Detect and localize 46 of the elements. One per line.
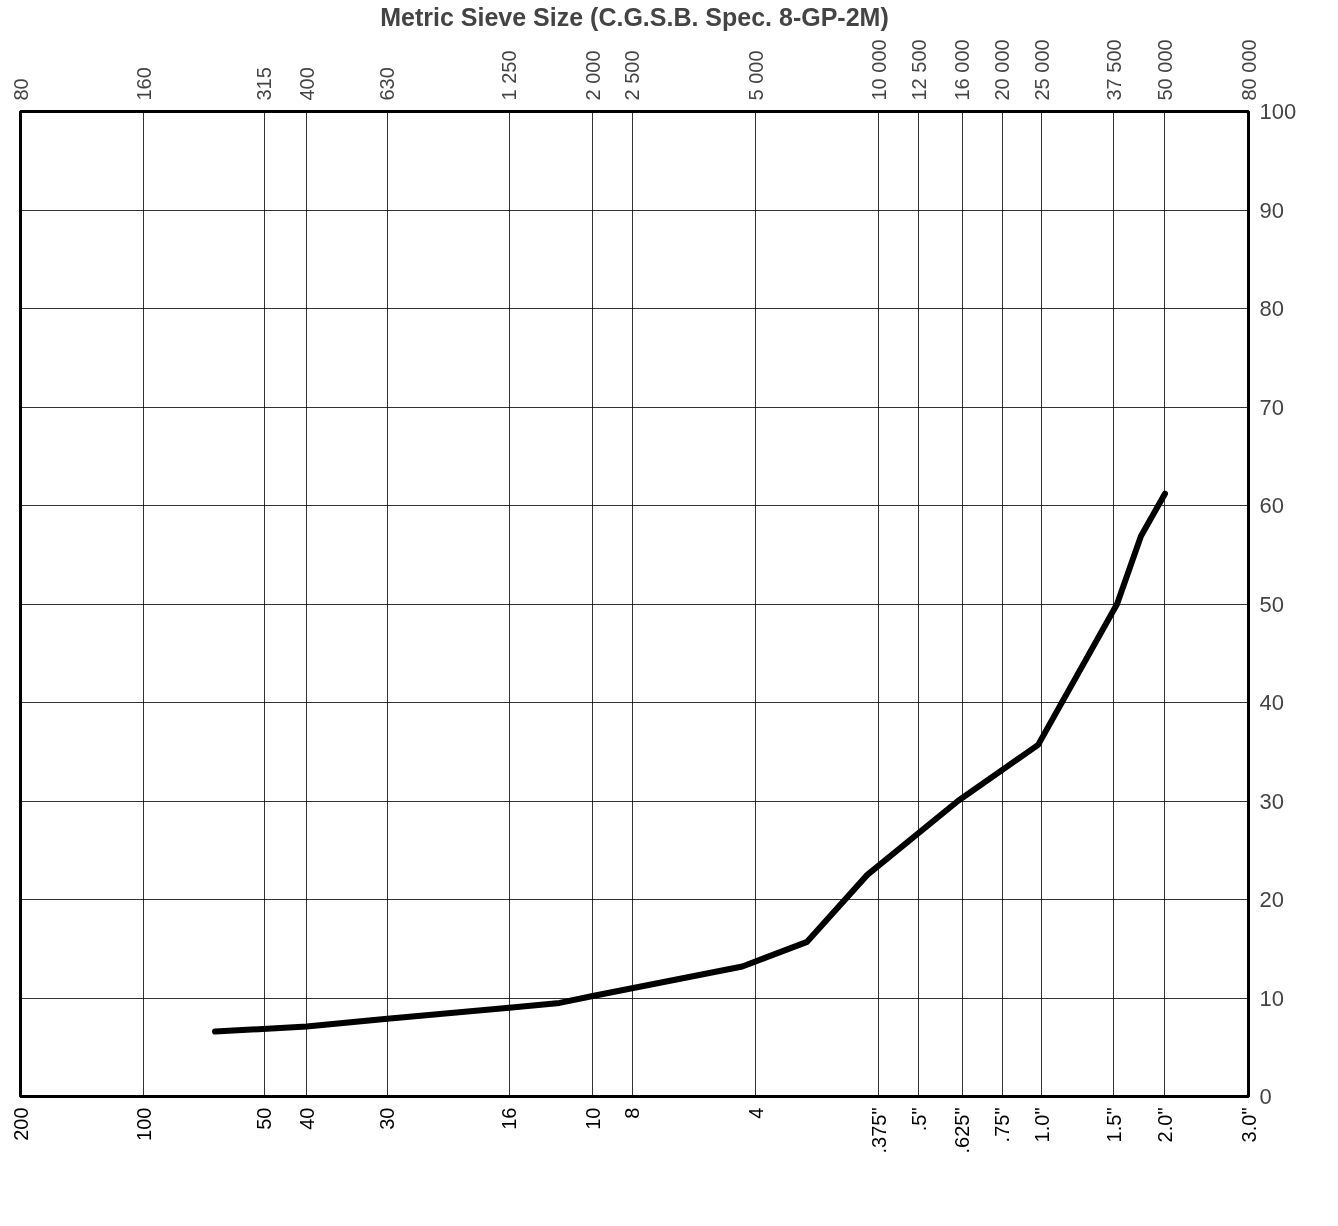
x-tick-label: 80 000	[1237, 39, 1260, 101]
x-tick-label: 2 000	[581, 50, 604, 101]
y-tick-label: 50	[1259, 591, 1284, 617]
x-tick-label: 10 000	[867, 39, 890, 101]
x-tick-label: 315	[253, 67, 276, 101]
text: .5"	[907, 1107, 930, 1132]
y-tick-label: 60	[1259, 493, 1284, 518]
text: 2.0"	[1153, 1107, 1176, 1143]
y-tick-label: 80	[1259, 296, 1284, 321]
x-tick-label: 25 000	[1030, 39, 1053, 101]
x-tick-label: 80	[9, 78, 32, 101]
x-tick-label: 5 000	[744, 50, 767, 101]
y-tick-label: 90	[1259, 197, 1284, 223]
x-tick-label: 20 000	[991, 39, 1014, 101]
y-tick-label: 40	[1259, 690, 1284, 715]
text: .375"	[867, 1107, 890, 1154]
x-tick-label: 1 250	[498, 50, 521, 101]
x-axis-title: Metric Sieve Size (C.G.S.B. Spec. 8-GP-2M)	[380, 3, 889, 32]
y-tick-label: 70	[1259, 394, 1284, 420]
text: .75"	[991, 1107, 1014, 1143]
x-tick-label: 12 500	[907, 39, 930, 101]
text: 8	[621, 1107, 644, 1119]
y-tick-label: 10	[1259, 985, 1284, 1011]
text: 4	[744, 1107, 767, 1119]
text: 200	[9, 1107, 32, 1141]
text: 1.5"	[1102, 1107, 1125, 1143]
text: 100	[132, 1107, 155, 1141]
text: 3.0"	[1237, 1107, 1260, 1143]
text: 10	[581, 1107, 604, 1130]
x-tick-label: 160	[132, 67, 155, 101]
y-tick-label: 0	[1259, 1084, 1272, 1109]
x-tick-label: 630	[376, 67, 399, 101]
x-tick-label: 16 000	[951, 39, 974, 101]
text: .625"	[951, 1107, 974, 1154]
text: 1.0"	[1030, 1107, 1053, 1143]
x-tick-label: 50 000	[1153, 39, 1176, 101]
text: 16	[498, 1107, 521, 1130]
y-tick-label: 30	[1259, 788, 1284, 814]
text: 30	[376, 1107, 399, 1130]
y-tick-label: 20	[1259, 887, 1284, 912]
text: 50	[253, 1107, 276, 1130]
x-tick-label: 400	[295, 67, 318, 101]
x-tick-label: 2 500	[621, 50, 644, 101]
text: 40	[295, 1107, 318, 1130]
x-tick-label: 37 500	[1102, 39, 1125, 101]
y-tick-label: 100	[1259, 99, 1297, 124]
